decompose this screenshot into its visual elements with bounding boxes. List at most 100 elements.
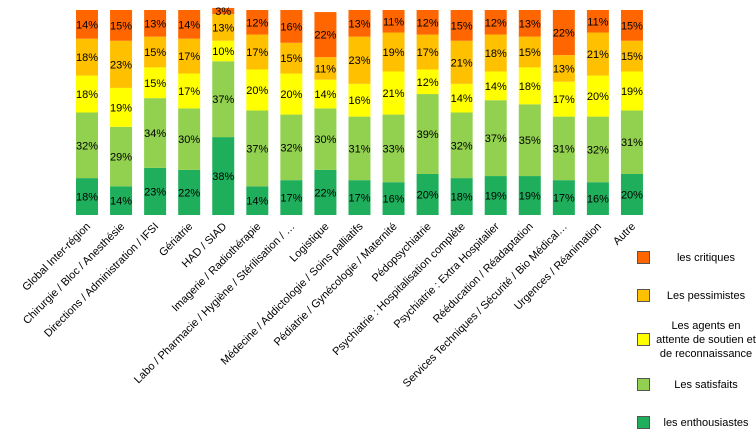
- value-label: 29%: [110, 152, 132, 164]
- value-label: 15%: [280, 53, 302, 65]
- value-label: 20%: [417, 190, 439, 202]
- bar-segment: [280, 114, 303, 181]
- x-tick-label: Services Techniques / Sécurité / Bio Méd…: [401, 221, 570, 390]
- legend-swatch: [637, 251, 650, 264]
- value-label: 20%: [246, 85, 268, 97]
- bar-segment: [110, 10, 133, 41]
- value-label: 12%: [417, 77, 439, 89]
- bar-segment: [586, 182, 609, 215]
- bar-segment: [348, 180, 371, 215]
- value-label: 38%: [212, 171, 234, 183]
- x-tick-label: Autre: [611, 221, 638, 248]
- bar-segment: [348, 116, 371, 181]
- bar-segment: [144, 36, 167, 68]
- legend-swatch: [637, 333, 650, 346]
- bar-segment: [484, 71, 507, 101]
- value-label: 22%: [553, 28, 575, 40]
- bar-segment: [110, 186, 133, 215]
- bar-segment: [212, 14, 235, 41]
- value-label: 13%: [212, 22, 234, 34]
- bar-segment: [450, 112, 473, 179]
- value-label: 13%: [519, 18, 541, 30]
- bar-segment: [416, 10, 439, 35]
- bar-segment: [484, 10, 507, 35]
- value-label: 20%: [621, 190, 643, 202]
- bar-segment: [620, 40, 643, 72]
- bar-segment: [178, 108, 201, 170]
- bar-segment: [484, 100, 507, 177]
- bar-segment: [144, 10, 167, 37]
- bar-segment: [314, 57, 337, 80]
- bar-segment: [76, 112, 98, 179]
- value-label: 15%: [110, 20, 132, 32]
- value-label: 12%: [485, 17, 507, 29]
- bar-segment: [348, 83, 371, 117]
- bar-segment: [76, 38, 98, 76]
- value-label: 23%: [110, 59, 132, 71]
- value-label: 16%: [280, 21, 302, 33]
- value-label: 21%: [451, 57, 473, 69]
- bar-segment: [450, 10, 473, 41]
- value-label: 15%: [144, 78, 166, 90]
- value-label: 37%: [485, 133, 507, 145]
- value-label: 18%: [519, 81, 541, 93]
- value-label: 18%: [76, 89, 98, 101]
- bar-segment: [246, 34, 269, 70]
- value-label: 12%: [417, 17, 439, 29]
- value-label: 19%: [383, 47, 405, 59]
- value-label: 12%: [246, 17, 268, 29]
- value-label: 15%: [519, 47, 541, 59]
- value-label: 30%: [178, 134, 200, 146]
- value-label: 14%: [178, 19, 200, 31]
- bar-segment: [280, 42, 303, 74]
- bar-segment: [552, 10, 575, 56]
- value-label: 32%: [280, 142, 302, 154]
- bar-segment: [450, 40, 473, 84]
- bar-segment: [144, 167, 167, 215]
- bar-segment: [416, 94, 439, 174]
- value-label: 13%: [553, 63, 575, 75]
- bar-segment: [178, 10, 201, 39]
- bar-segment: [518, 36, 541, 68]
- bar-segment: [552, 116, 575, 181]
- x-tick-label: Pédopsychiatrie: [370, 221, 434, 285]
- value-label: 15%: [621, 51, 643, 63]
- value-label: 17%: [178, 86, 200, 98]
- bar-segment: [178, 169, 201, 215]
- bar-segment: [484, 176, 507, 215]
- bar-segment: [518, 104, 541, 177]
- value-label: 23%: [144, 186, 166, 198]
- bar-segment: [110, 40, 133, 88]
- bar-segment: [110, 87, 133, 127]
- value-label: 14%: [451, 93, 473, 105]
- value-label: 18%: [76, 52, 98, 64]
- bar-segment: [382, 182, 405, 215]
- value-label: 19%: [485, 191, 507, 203]
- value-label: 31%: [348, 143, 370, 155]
- value-label: 10%: [212, 46, 234, 58]
- legend-label: Les pessimistes: [666, 290, 746, 302]
- bar-segment: [586, 75, 609, 117]
- bar-segment: [450, 178, 473, 215]
- legend-swatch: [637, 289, 650, 302]
- value-label: 21%: [587, 49, 609, 61]
- value-label: 17%: [280, 193, 302, 205]
- bar-segment: [246, 69, 269, 111]
- value-label: 32%: [76, 140, 98, 152]
- bar-segment: [348, 10, 371, 37]
- bar-segment: [348, 36, 371, 84]
- value-label: 14%: [110, 196, 132, 208]
- value-label: 19%: [110, 102, 132, 114]
- bar-segment: [620, 10, 643, 41]
- value-label: 22%: [314, 30, 336, 42]
- bar-segment: [484, 34, 507, 72]
- bar-segment: [212, 7, 235, 15]
- value-label: 18%: [485, 48, 507, 60]
- value-label: 22%: [314, 187, 336, 199]
- value-label: 39%: [417, 129, 439, 141]
- value-label: 37%: [212, 94, 234, 106]
- bar-segment: [382, 32, 405, 72]
- bar-segment: [620, 174, 643, 215]
- bar-segment: [382, 10, 405, 33]
